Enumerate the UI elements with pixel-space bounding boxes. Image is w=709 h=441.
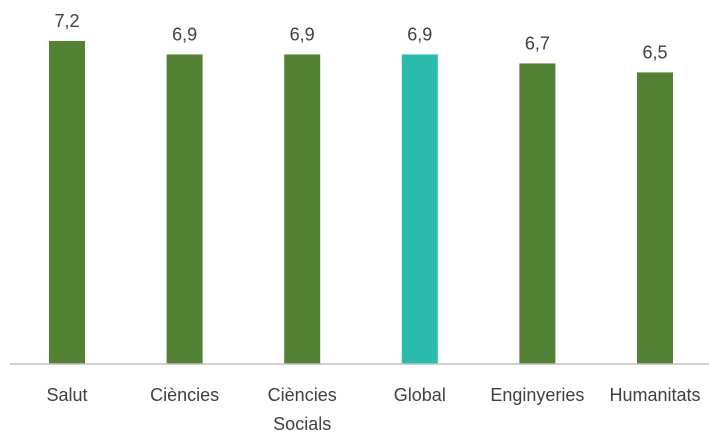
data-label-1: 6,9 (172, 24, 197, 44)
bar-3 (401, 54, 438, 364)
data-label-4: 6,7 (525, 33, 550, 53)
category-label-0: Salut (46, 385, 87, 405)
bar-0 (49, 41, 85, 364)
bar-5 (637, 72, 673, 365)
category-label-5: Humanitats (609, 385, 700, 405)
data-label-3: 6,9 (407, 24, 432, 44)
bar-4 (519, 63, 556, 365)
data-label-2: 6,9 (290, 24, 315, 44)
bar-1 (166, 54, 203, 364)
data-label-5: 6,5 (642, 42, 667, 62)
bar-2 (284, 54, 321, 364)
labels-layer: 7,2 Salut 6,9 Ciències 6,9 Ciències Socials 6,9… (46, 11, 700, 434)
category-label-1: Ciències (150, 385, 219, 405)
category-label-2-line-1: Socials (273, 414, 331, 434)
bars-layer (49, 41, 673, 365)
category-label-4: Enginyeries (490, 385, 584, 405)
data-label-0: 7,2 (54, 11, 79, 31)
category-label-2-line-0: Ciències (268, 385, 337, 405)
category-label-3: Global (394, 385, 446, 405)
